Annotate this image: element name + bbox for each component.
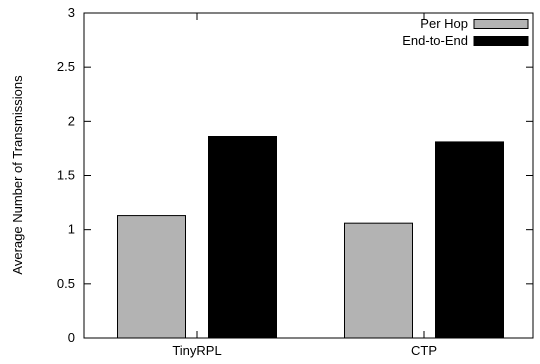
x-tick-label: TinyRPL	[172, 343, 221, 358]
x-tick-label: CTP	[411, 343, 437, 358]
y-tick-label: 1.5	[57, 168, 75, 183]
y-tick-label: 2	[68, 113, 75, 128]
bar-end-to-end-tinyrpl	[208, 136, 277, 339]
y-tick-label: 0.5	[57, 276, 75, 291]
legend-label: Per Hop	[420, 16, 468, 31]
y-tick-label: 3	[68, 5, 75, 20]
y-tick-label: 2.5	[57, 59, 75, 74]
legend-label: End-to-End	[402, 33, 468, 48]
y-tick-label: 1	[68, 222, 75, 237]
plot-frame	[83, 12, 534, 339]
bar-per-hop-ctp	[344, 222, 413, 339]
bar-end-to-end-ctp	[435, 141, 504, 339]
legend: Per Hop End-to-End	[402, 16, 529, 48]
plot-area: 0 0.5 1 1.5 2 2.5 3 TinyRPL CTP	[57, 5, 534, 358]
legend-swatch	[473, 36, 529, 46]
legend-swatch	[473, 19, 529, 29]
y-tick-label: 0	[68, 330, 75, 345]
bar-per-hop-tinyrpl	[117, 215, 186, 339]
y-axis-title: Average Number of Transmissions	[10, 75, 25, 275]
